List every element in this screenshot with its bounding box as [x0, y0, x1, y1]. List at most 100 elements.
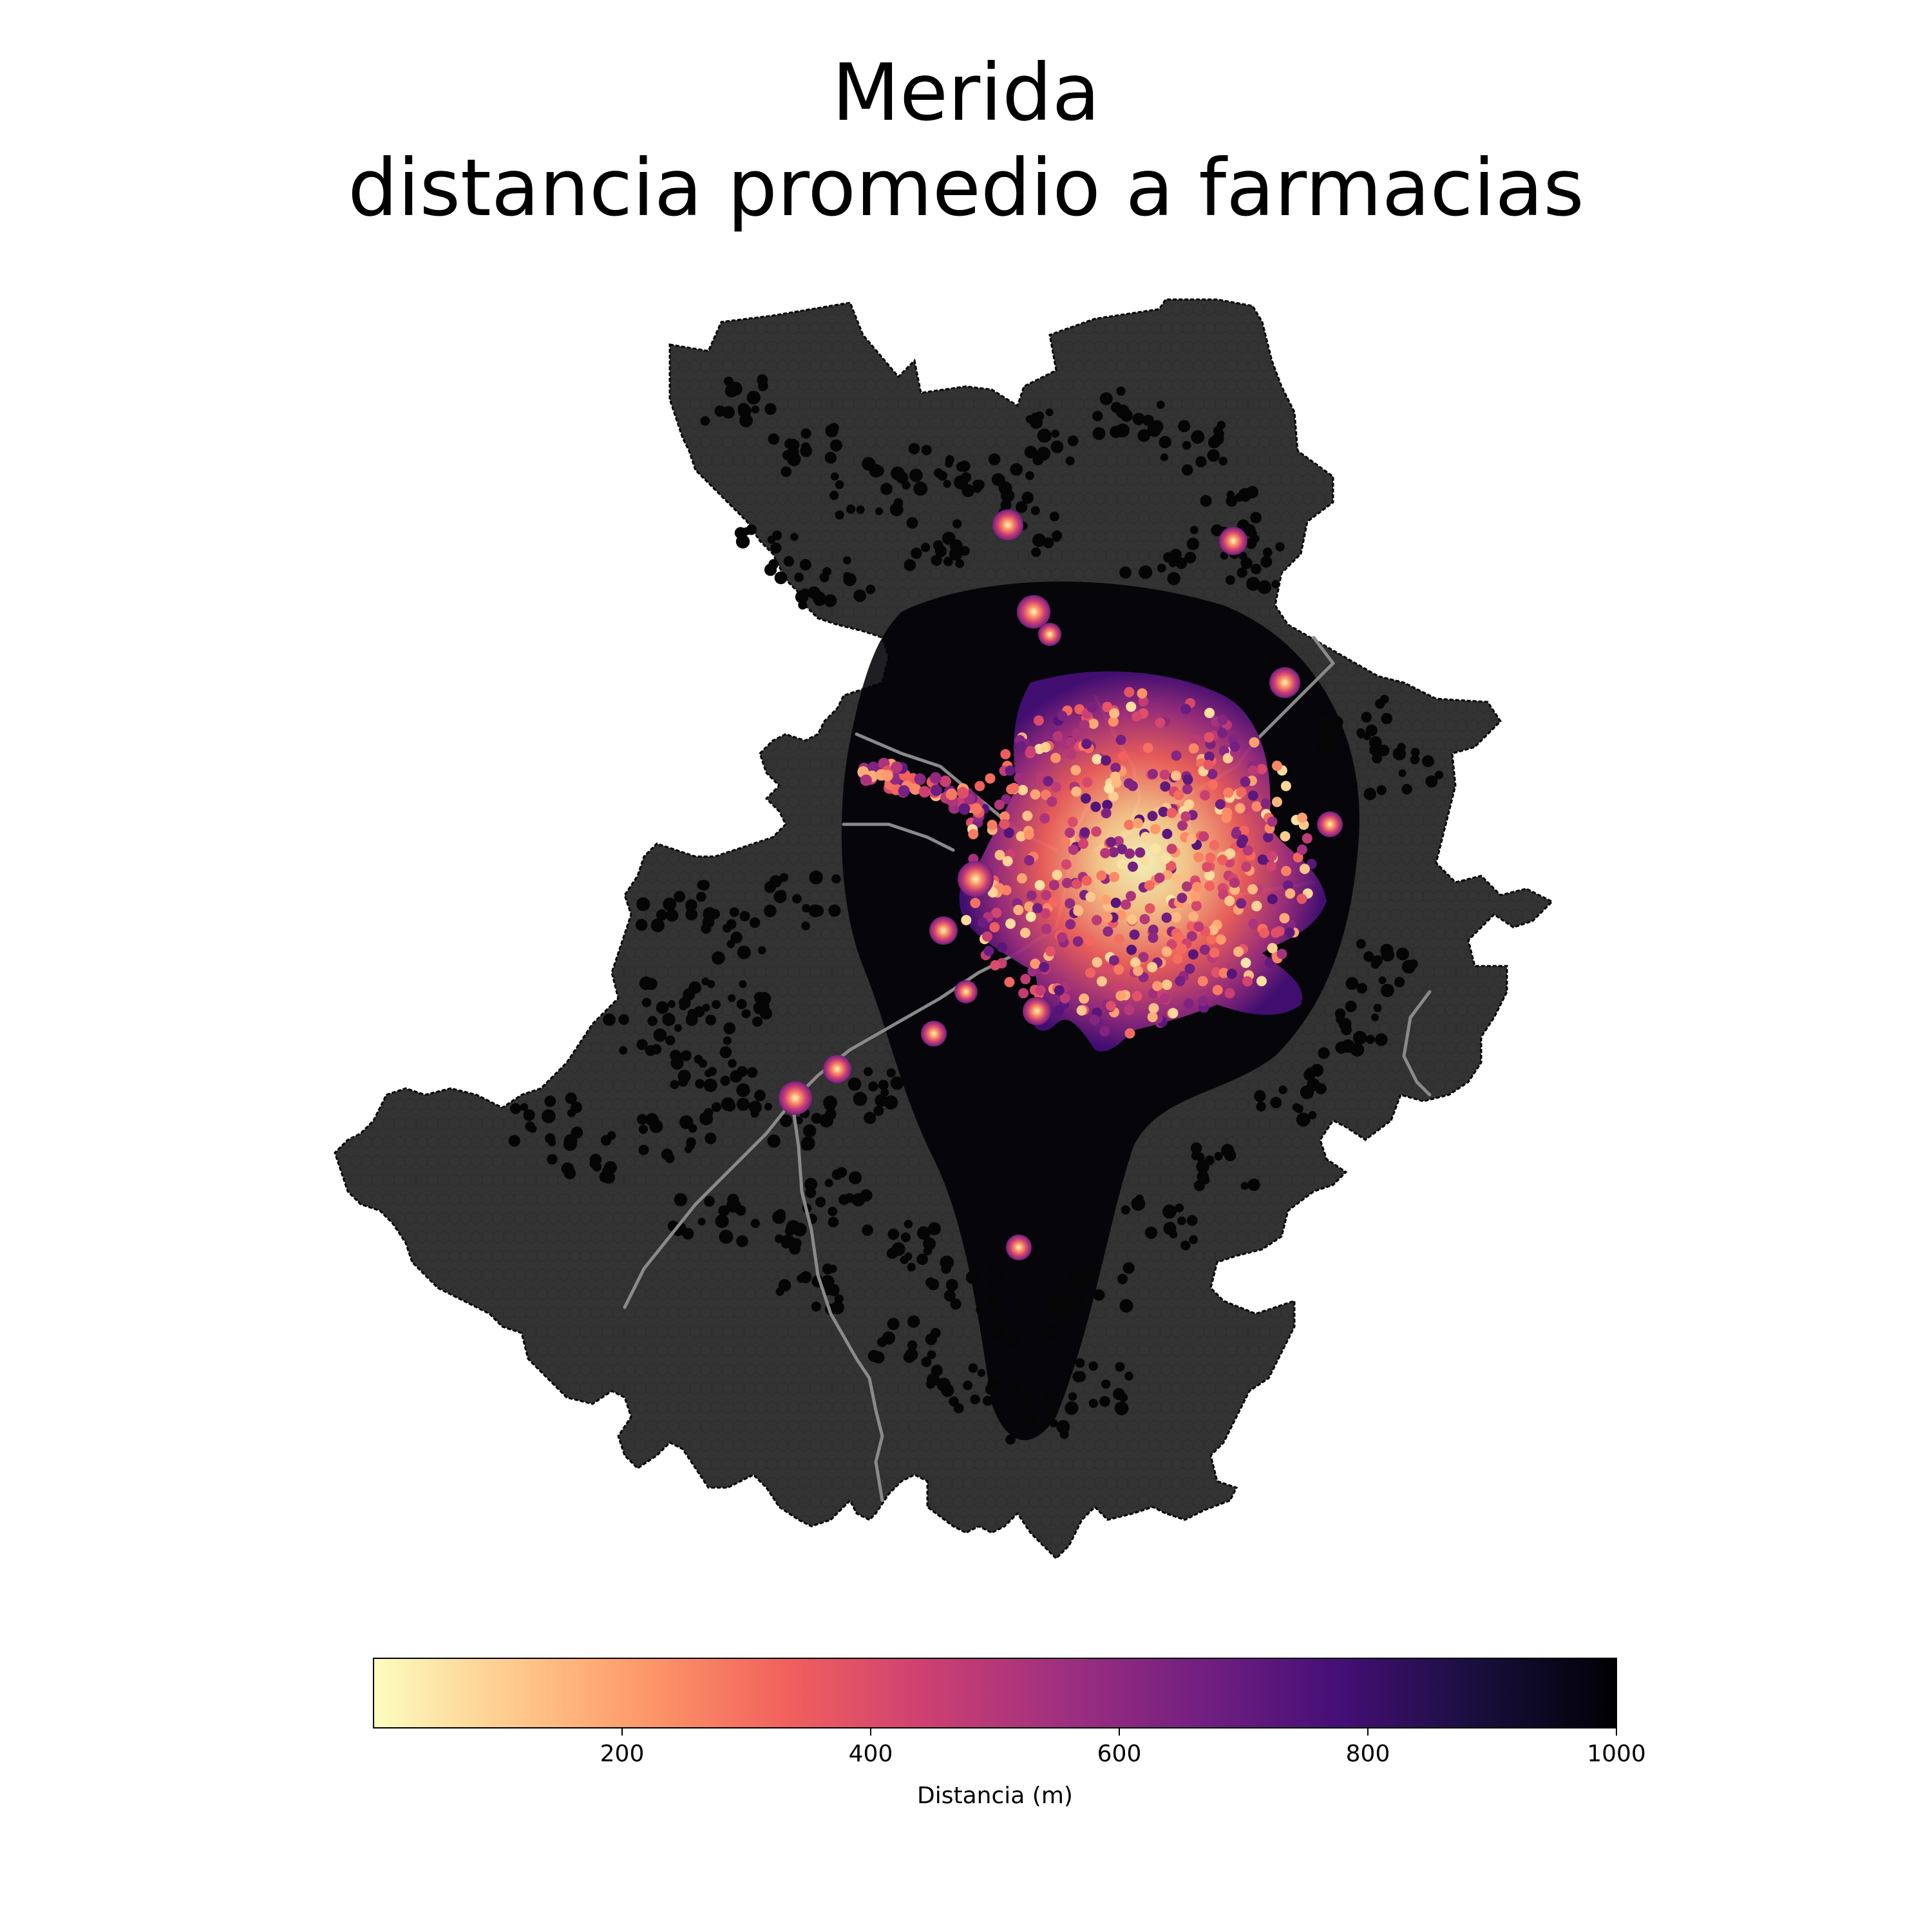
dark-hex-cell — [799, 558, 811, 571]
dark-hex-cell — [945, 1279, 958, 1292]
urban-hex-cell — [1247, 765, 1258, 776]
urban-hex-cell — [1139, 914, 1150, 925]
dark-hex-cell — [786, 439, 800, 452]
urban-hex-cell — [1231, 828, 1242, 839]
urban-hex-cell — [1132, 711, 1142, 722]
urban-hex-cell — [1053, 1005, 1064, 1016]
dark-hex-cell — [1207, 449, 1220, 462]
dark-hex-cell — [1031, 547, 1041, 557]
dark-hex-cell — [656, 909, 668, 921]
dark-hex-cell — [921, 1356, 932, 1367]
urban-hex-cell — [1110, 762, 1121, 773]
dark-hex-cell — [619, 1046, 628, 1055]
urban-hex-cell — [1016, 831, 1027, 842]
dark-hex-cell — [1137, 429, 1151, 442]
dark-hex-cell — [1381, 983, 1394, 998]
dark-hex-cell — [1046, 1293, 1060, 1306]
dark-hex-cell — [1345, 1000, 1357, 1012]
dark-hex-cell — [1177, 1216, 1186, 1226]
dark-hex-cell — [1200, 495, 1212, 507]
dark-hex-cell — [1378, 976, 1387, 985]
urban-hex-cell — [1032, 903, 1043, 914]
urban-hex-cell — [1209, 840, 1220, 851]
dark-hex-cell — [902, 480, 911, 490]
urban-hex-cell — [1065, 898, 1075, 909]
dark-hex-cell — [794, 573, 804, 582]
urban-hex-cell — [1024, 855, 1035, 866]
dark-hex-cell — [890, 1076, 904, 1090]
dark-hex-cell — [831, 907, 840, 916]
urban-hex-cell — [1057, 710, 1068, 721]
dark-hex-cell — [900, 1232, 911, 1242]
dark-hex-cell — [1220, 551, 1228, 560]
urban-hex-cell — [1072, 878, 1083, 889]
dark-hex-cell — [1178, 420, 1191, 433]
urban-hex-cell — [1208, 924, 1218, 935]
urban-hex-cell — [1142, 743, 1153, 753]
dark-hex-cell — [790, 533, 799, 541]
urban-hex-cell — [996, 942, 1007, 953]
dark-hex-cell — [943, 1289, 956, 1302]
dark-hex-cell — [1063, 1280, 1072, 1289]
dark-hex-cell — [757, 946, 766, 954]
dark-hex-cell — [1032, 533, 1046, 547]
urban-hex-cell — [1182, 784, 1193, 795]
dark-hex-cell — [508, 1135, 520, 1147]
dark-hex-cell — [699, 880, 710, 891]
urban-hex-cell — [1048, 896, 1059, 907]
urban-hex-cell — [1159, 993, 1170, 1004]
dark-hex-cell — [678, 1077, 688, 1087]
urban-hex-cell — [1000, 749, 1011, 760]
urban-hex-cell — [1117, 859, 1127, 869]
urban-hex-cell — [1193, 851, 1204, 862]
dark-hex-cell — [1031, 1310, 1041, 1320]
urban-hex-cell — [1217, 714, 1228, 725]
urban-hex-cell — [1101, 808, 1112, 819]
urban-hex-cell — [1160, 853, 1171, 864]
urban-hex-cell — [1203, 759, 1214, 770]
dark-hex-cell — [636, 1113, 648, 1125]
urban-hex-cell — [1154, 873, 1165, 884]
dark-hex-cell — [779, 873, 788, 882]
dark-hex-cell — [853, 1092, 867, 1106]
dark-hex-cell — [824, 594, 837, 607]
dark-hex-cell — [875, 507, 884, 515]
urban-hex-cell — [1060, 837, 1071, 848]
urban-hex-cell — [1084, 935, 1095, 946]
dark-hex-cell — [886, 1068, 896, 1078]
dark-hex-cell — [1240, 1182, 1249, 1190]
urban-hex-cell — [1175, 976, 1186, 987]
urban-hex-cell — [1171, 770, 1181, 781]
dark-hex-cell — [1189, 1235, 1198, 1244]
road-north-east-spur — [1312, 636, 1335, 665]
dark-hex-cell — [925, 1277, 936, 1288]
urban-hex-cell — [1241, 862, 1252, 872]
dark-hex-cell — [992, 1266, 1005, 1280]
urban-hex-cell — [1148, 1003, 1159, 1014]
urban-hex-cell — [1057, 932, 1068, 943]
dark-hex-cell — [607, 1131, 616, 1140]
urban-hex-cell — [1072, 936, 1083, 947]
urban-hex-cell — [987, 819, 998, 830]
urban-hex-cell — [1166, 860, 1177, 871]
dark-hex-cell — [602, 1166, 611, 1176]
urban-hex-cell — [1193, 921, 1204, 932]
dark-hex-cell — [1410, 748, 1420, 757]
dark-hex-cell — [916, 1253, 928, 1265]
dark-hex-cell — [781, 1235, 793, 1247]
dark-hex-cell — [963, 1380, 972, 1390]
dark-hex-cell — [831, 1169, 843, 1180]
urban-hex-cell — [1003, 828, 1014, 838]
dark-hex-cell — [1365, 1034, 1375, 1044]
urban-hex-cell — [1102, 912, 1113, 923]
urban-hex-cell — [1115, 990, 1126, 1001]
dark-hex-cell — [911, 547, 922, 559]
urban-hex-cell — [1013, 905, 1024, 915]
dark-hex-cell — [723, 1022, 736, 1035]
urban-hex-cell — [1127, 914, 1137, 925]
urban-hex-cell — [1150, 824, 1161, 835]
urban-hex-cell — [1211, 967, 1222, 978]
urban-hex-cell — [1148, 768, 1158, 779]
dark-hex-cell — [1051, 430, 1059, 438]
